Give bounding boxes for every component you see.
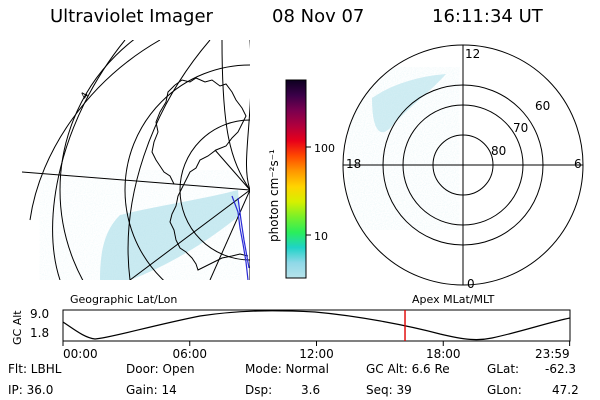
status-gain: Gain: 14 [126,383,177,397]
status-ip: IP: 36.0 [8,383,54,397]
map-coastline [169,77,249,271]
status-glat-value: -62.3 [545,362,577,376]
status-glon-label: GLon: [487,383,522,397]
altitude-x-label: 18:00 [426,347,461,361]
polar-plot: 12 18 6 0 60 70 80 [342,44,584,291]
colorbar-unit-label: photon cm⁻²s⁻¹ [267,149,281,242]
altitude-plot-frame [62,309,571,342]
observation-date: 08 Nov 07 [272,6,365,27]
status-dsp-label: Dsp: [245,383,273,397]
geographic-map [22,40,250,280]
status-door: Door: Open [126,362,195,376]
altitude-x-label: 12:00 [299,347,334,361]
mlt-label-6: 6 [574,157,582,171]
altitude-x-ticks [62,341,571,346]
mlat-label-80: 80 [491,144,506,158]
altitude-x-label: 23:59 [535,347,570,361]
colorbar [285,79,307,279]
colorbar-tick-10: 10 [314,230,328,243]
altitude-tick-9: 9.0 [30,307,49,321]
map-aurora-core [100,190,240,280]
colorbar-ticks [306,146,311,236]
status-filter: Flt: LBHL [8,362,62,376]
mlt-label-0: 0 [467,277,475,291]
status-glon-value: 47.2 [552,383,579,397]
altitude-x-label: 00:00 [63,347,98,361]
altitude-strip [62,309,571,346]
altitude-curve [62,310,571,341]
altitude-x-labels: 00:00 06:00 12:00 18:00 23:59 [63,347,570,361]
apex-grid-title: Apex MLat/MLT [412,293,495,306]
status-dsp-value: 3.6 [301,383,321,397]
instrument-title: Ultraviolet Imager [50,6,213,27]
status-gc-alt: GC Alt: 6.6 Re [366,362,450,376]
observation-time: 16:11:34 UT [432,6,543,27]
spacecraft-track-2 [237,197,250,269]
mlt-label-12: 12 [465,47,480,61]
status-seq: Seq: 39 [366,383,412,397]
status-mode: Mode: Normal [245,362,329,376]
mlat-label-70: 70 [513,121,528,135]
mlt-label-18: 18 [346,157,361,171]
spacecraft-track [231,195,249,280]
altitude-tick-1.8: 1.8 [30,326,49,340]
mlat-label-60: 60 [535,99,550,113]
map-longitude-tick: 4 [79,90,92,101]
altitude-x-label: 06:00 [172,347,207,361]
geographic-grid-title: Geographic Lat/Lon [70,293,177,306]
map-grid [22,40,250,280]
altitude-axis-label: GC Alt [11,310,24,345]
colorbar-tick-100: 100 [314,142,335,155]
map-coastline-west [151,84,176,185]
status-glat-label: GLat: [487,362,520,376]
